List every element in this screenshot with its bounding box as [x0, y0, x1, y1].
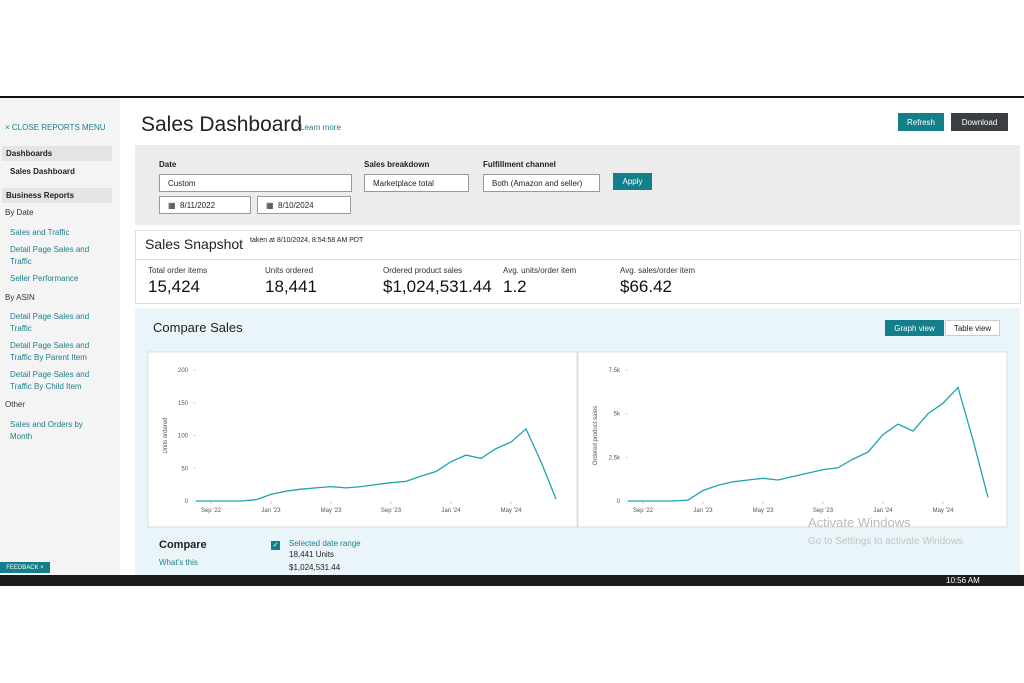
x-tick-label: Jan '24	[441, 508, 461, 514]
feedback[interactable]: FEEDBACK ×	[0, 562, 50, 573]
table-view[interactable]: Table view	[945, 320, 1000, 336]
y-tick-label: 7.5k	[609, 368, 621, 374]
section: Business Reports	[2, 188, 112, 203]
x-tick-label: Jan '23	[693, 508, 713, 514]
snapshot-time: taken at 8/10/2024, 8:54:58 AM PDT	[250, 237, 364, 244]
close-text[interactable]: CLOSE REPORTS MENU	[11, 123, 106, 132]
metric-value: $66.42	[620, 277, 672, 296]
y-tick-label: 5k	[614, 412, 621, 418]
chart-panel	[147, 351, 578, 528]
y-tick-label: 100	[178, 434, 189, 440]
y-tick-label: 150	[178, 401, 189, 407]
link[interactable]: Detail Page Sales and Traffic	[10, 245, 90, 266]
feedback-text[interactable]: FEEDBACK	[6, 564, 39, 571]
metric-label: Units ordered	[265, 266, 314, 275]
option[interactable]: Custom	[168, 178, 196, 188]
select[interactable]: Marketplace total	[364, 174, 469, 192]
metric-label: Avg. sales/order item	[620, 266, 695, 275]
compare-label: Compare	[159, 539, 207, 551]
y-tick-label: 2.5k	[609, 455, 621, 461]
range-units: 18,441 Units	[289, 550, 334, 559]
option[interactable]: Both (Amazon and seller)	[492, 178, 583, 188]
link[interactable]: Sales and Orders by Month	[10, 420, 83, 441]
date-input[interactable]: ▦ 8/10/2024	[257, 196, 351, 214]
x-tick-label: Sep '22	[201, 508, 222, 514]
link[interactable]: Detail Page Sales and Traffic By Child I…	[10, 370, 90, 391]
graph-view[interactable]: Graph view	[885, 320, 944, 336]
group: Other	[5, 400, 26, 409]
x-tick-label: May '23	[321, 508, 342, 514]
sidebar	[0, 98, 120, 575]
snapshot-panel	[135, 230, 1021, 304]
select[interactable]: Both (Amazon and seller)	[483, 174, 600, 192]
metric-value: 1.2	[503, 277, 527, 296]
group: By Date	[5, 208, 34, 217]
y-tick-label: 0	[617, 499, 621, 505]
x-tick-label: Sep '23	[381, 508, 402, 514]
y-tick-label: 0	[185, 499, 189, 505]
select[interactable]: Custom	[159, 174, 352, 192]
download[interactable]: Download	[951, 113, 1008, 131]
x-tick-label: May '23	[753, 508, 774, 514]
x-tick-label: May '24	[501, 508, 522, 514]
section: Dashboards	[2, 146, 112, 161]
clock: 10:56 AM	[946, 576, 980, 585]
range-sales: $1,024,531.44	[289, 563, 341, 572]
x-tick-label: Jan '24	[873, 508, 893, 514]
compare-title: Compare Sales	[153, 320, 243, 335]
apply[interactable]: Apply	[613, 173, 652, 190]
link[interactable]: Sales and Traffic	[10, 228, 70, 237]
metric-label: Avg. units/order item	[503, 266, 577, 275]
group: By ASIN	[5, 293, 35, 302]
x-tick-label: May '24	[933, 508, 954, 514]
option[interactable]: Marketplace total	[373, 178, 434, 188]
active-link[interactable]: Sales Dashboard	[10, 167, 75, 176]
data-line	[628, 386, 989, 502]
x-tick-label: Sep '22	[633, 508, 654, 514]
label: Sales breakdown	[364, 160, 430, 169]
metric-value: 18,441	[265, 277, 317, 296]
y-axis-label: Units ordered	[163, 417, 169, 453]
learn-more[interactable]: Learn more	[300, 123, 341, 132]
snapshot-title: Sales Snapshot	[145, 236, 244, 252]
whats-this[interactable]: What's this	[159, 558, 198, 567]
range-label: Selected date range	[289, 539, 361, 548]
metric-label: Total order items	[148, 266, 208, 275]
watermark: Activate Windows	[808, 515, 911, 530]
watermark-sub: Go to Settings to activate Windows	[808, 536, 964, 547]
date[interactable]: 8/11/2022	[180, 200, 216, 210]
metric-value: 15,424	[148, 277, 200, 296]
checkbox[interactable]: ✓	[271, 541, 280, 550]
link[interactable]: Detail Page Sales and Traffic	[10, 312, 90, 333]
link[interactable]: Seller Performance	[10, 274, 79, 283]
y-tick-label: 50	[181, 466, 188, 472]
metric-label: Ordered product sales	[383, 266, 463, 275]
link[interactable]: Detail Page Sales and Traffic By Parent …	[10, 341, 90, 362]
date-input[interactable]: ▦ 8/11/2022	[159, 196, 251, 214]
date[interactable]: 8/10/2024	[278, 200, 314, 210]
refresh[interactable]: Refresh	[898, 113, 944, 131]
metric-value: $1,024,531.44	[383, 277, 492, 296]
data-line	[196, 427, 557, 502]
taskbar	[0, 575, 1024, 586]
x-tick-label: Jan '23	[261, 508, 281, 514]
close-menu[interactable]: × CLOSE REPORTS MENU	[5, 123, 106, 132]
x-tick-label: Sep '23	[813, 508, 834, 514]
chart-panel	[577, 351, 1008, 528]
title: Sales Dashboard	[141, 113, 303, 136]
label: Fulfillment channel	[483, 160, 556, 169]
label: Date	[159, 160, 177, 169]
top-border	[0, 96, 1024, 98]
divider	[135, 259, 1020, 260]
y-axis-label: Ordered product sales	[593, 406, 599, 465]
y-tick-label: 200	[178, 368, 189, 374]
